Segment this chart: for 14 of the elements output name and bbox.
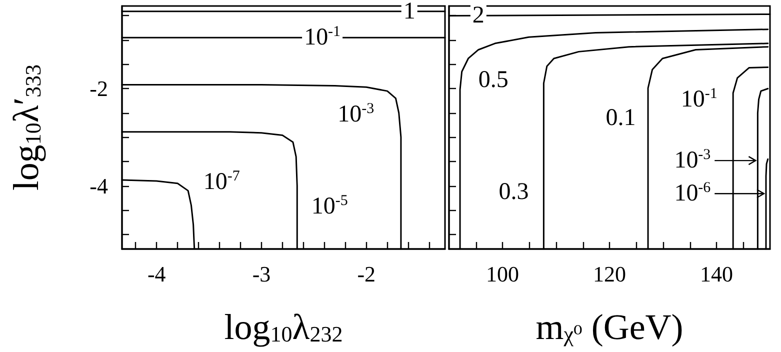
x-axis-title: mχ⁰ (GeV) [536,307,684,347]
y-axis-title: log10λ′333 [6,64,46,191]
x-tick-label: 120 [593,262,626,286]
x-tick-label: 100 [486,262,519,286]
x-tick-label: 140 [700,262,733,286]
x-axis-title: log10λ232 [224,307,343,347]
annotation: 0.5 [478,66,508,93]
annotation: 1 [403,0,416,24]
x-tick-label: -4 [147,262,166,286]
annotation: 0.3 [498,179,529,206]
x-tick-label: -2 [357,262,376,286]
annotation: 2 [472,2,484,29]
x-tick-label: -3 [252,262,271,286]
annotation: 0.1 [606,104,636,131]
